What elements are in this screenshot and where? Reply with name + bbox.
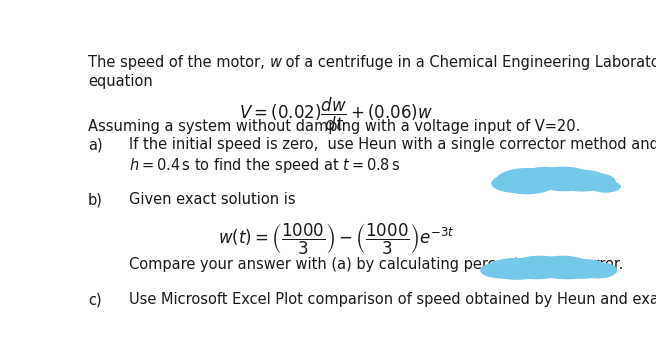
Text: $V = (0.02)\dfrac{dw}{dt} + (0.06)w$: $V = (0.02)\dfrac{dw}{dt} + (0.06)w$	[239, 96, 433, 134]
Text: Given exact solution is: Given exact solution is	[129, 192, 296, 207]
Ellipse shape	[520, 167, 570, 189]
Ellipse shape	[512, 256, 567, 277]
Text: b): b)	[88, 192, 103, 207]
Ellipse shape	[556, 170, 608, 192]
Text: a): a)	[88, 137, 103, 152]
Ellipse shape	[558, 259, 608, 279]
Text: equation: equation	[88, 74, 153, 89]
Text: Assuming a system without damping with a voltage input of V=20.: Assuming a system without damping with a…	[88, 120, 581, 135]
Ellipse shape	[579, 262, 617, 278]
Ellipse shape	[575, 173, 616, 190]
Ellipse shape	[510, 264, 564, 279]
Text: c): c)	[88, 292, 102, 307]
Text: Use Microsoft Excel Plot comparison of speed obtained by Heun and exact solution: Use Microsoft Excel Plot comparison of s…	[129, 292, 656, 307]
Text: $h = 0.4\,$s to find the speed at $t = 0.8\,$s: $h = 0.4\,$s to find the speed at $t = 0…	[129, 157, 401, 176]
Ellipse shape	[533, 256, 592, 279]
Text: of a centrifuge in a Chemical Engineering Laboratory is given by: of a centrifuge in a Chemical Engineerin…	[281, 55, 656, 70]
Text: Compare your answer with (a) by calculating percent relative error.: Compare your answer with (a) by calculat…	[129, 257, 624, 272]
Ellipse shape	[590, 180, 621, 193]
Text: $w(t) = \left(\dfrac{1000}{3}\right) - \left(\dfrac{1000}{3}\right)e^{-3t}$: $w(t) = \left(\dfrac{1000}{3}\right) - \…	[218, 222, 455, 257]
Ellipse shape	[486, 258, 547, 280]
Text: w: w	[270, 55, 281, 70]
Ellipse shape	[534, 167, 593, 191]
Text: The speed of the motor,: The speed of the motor,	[88, 55, 270, 70]
Ellipse shape	[480, 262, 523, 278]
Ellipse shape	[539, 264, 596, 279]
Ellipse shape	[495, 168, 558, 194]
Ellipse shape	[491, 174, 537, 193]
Text: If the initial speed is zero,  use Heun with a single corrector method and a ste: If the initial speed is zero, use Heun w…	[129, 137, 656, 152]
